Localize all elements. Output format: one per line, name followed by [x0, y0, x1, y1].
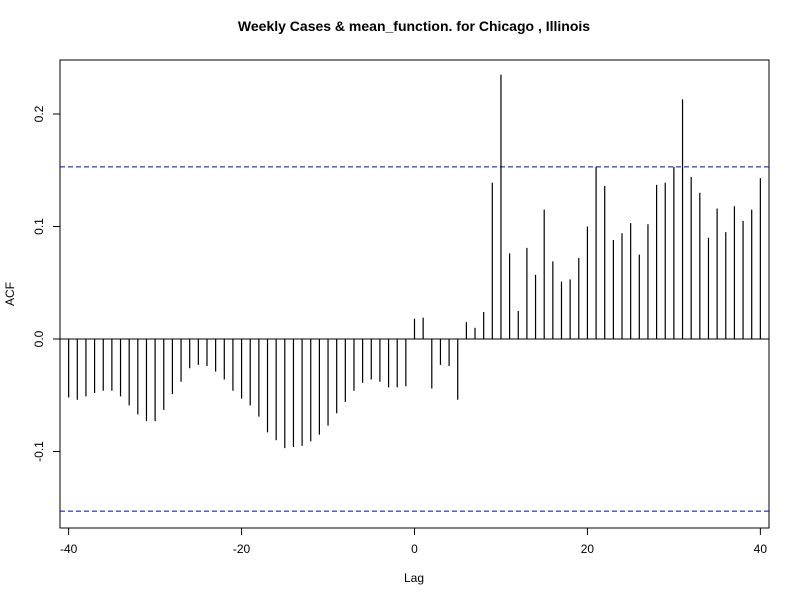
y-tick-label: 0.1	[32, 218, 46, 235]
x-tick-label: -20	[233, 542, 251, 556]
confidence-bounds	[60, 166, 769, 512]
x-tick-label: -40	[60, 542, 78, 556]
y-tick-label: 0.0	[32, 330, 46, 347]
plot-frame	[59, 59, 770, 529]
x-tick-label: 40	[754, 542, 768, 556]
x-tick-label: 0	[411, 542, 418, 556]
x-axis: -40 -20 0 20 40	[60, 528, 767, 556]
y-axis-label: ACF	[3, 282, 17, 306]
chart-title: Weekly Cases & mean_function. for Chicag…	[238, 18, 590, 34]
x-tick-label: 20	[581, 542, 595, 556]
x-axis-label: Lag	[404, 571, 424, 585]
y-tick-label: 0.2	[32, 105, 46, 122]
y-tick-label: -0.1	[32, 441, 46, 462]
acf-spikes	[68, 74, 761, 449]
y-axis: -0.1 0.0 0.1 0.2	[32, 105, 60, 462]
